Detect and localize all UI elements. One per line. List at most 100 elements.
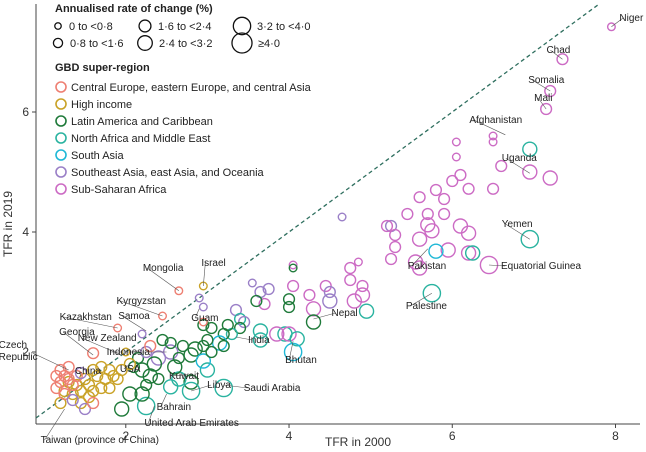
data-point	[540, 102, 553, 116]
annotation-label: United Arab Emirates	[144, 418, 239, 429]
annotation-label: Saudi Arabia	[244, 383, 301, 394]
data-point	[111, 372, 124, 386]
annotation-leader	[505, 223, 530, 240]
annotation-leader	[409, 292, 433, 307]
annotation-label: Palestine	[406, 301, 448, 312]
annotation-label: Czech Republic	[0, 340, 38, 363]
data-point	[174, 286, 184, 296]
annotation-label: Equatorial Guinea	[501, 261, 581, 272]
data-point	[103, 381, 116, 395]
reference-line	[35, 3, 600, 419]
data-point	[495, 159, 508, 173]
size-legend-symbol	[232, 16, 252, 36]
data-point	[421, 207, 434, 221]
data-point	[451, 137, 461, 147]
size-legend-label: 0 to <0·8	[69, 21, 113, 33]
data-point	[289, 331, 305, 347]
data-point	[152, 372, 165, 386]
color-legend-symbol	[55, 81, 67, 93]
data-point	[422, 283, 442, 303]
data-point	[62, 372, 75, 386]
data-point	[66, 393, 79, 407]
annotation-label: Mali	[534, 93, 552, 104]
color-legend-symbol	[55, 166, 67, 178]
size-legend-symbol	[52, 37, 64, 49]
y-tick-label: 4	[22, 225, 29, 239]
data-point	[198, 281, 208, 291]
annotation-leader	[611, 17, 624, 28]
annotation-leader	[172, 374, 188, 377]
data-point	[344, 261, 357, 275]
data-point	[262, 282, 275, 296]
data-point	[205, 345, 218, 359]
annotation-label: Indonesia	[107, 347, 151, 358]
data-point	[358, 303, 375, 319]
data-point	[520, 229, 540, 249]
annotation-label: New Zealand	[78, 333, 137, 344]
annotation-leader	[62, 331, 94, 356]
data-point	[322, 293, 338, 309]
data-point	[172, 351, 185, 365]
data-point	[479, 255, 499, 275]
annotation-leader	[78, 370, 82, 377]
data-point	[233, 321, 247, 335]
data-point	[54, 375, 67, 389]
annotation-label-line: Republic	[0, 352, 38, 363]
annotation-leader	[537, 97, 547, 110]
data-point	[195, 353, 212, 369]
data-point	[134, 362, 150, 378]
data-point	[353, 257, 363, 267]
data-point	[411, 260, 428, 276]
annotation-label: India	[248, 335, 270, 346]
legend: Annualised rate of change (%) 0 to <0·8 0·…	[52, 3, 312, 196]
y-tick-label: 6	[22, 105, 29, 119]
data-point	[50, 369, 63, 383]
data-point	[303, 288, 316, 302]
data-point	[74, 396, 87, 410]
data-point	[164, 336, 177, 350]
y-tick-label: 2	[22, 345, 29, 359]
data-point	[544, 84, 557, 98]
color-legend-label: Central Europe, eastern Europe, and cent…	[71, 82, 312, 94]
annotation-leader	[550, 49, 563, 60]
annotation-leader	[123, 363, 131, 370]
data-point	[488, 131, 498, 141]
data-point	[87, 363, 100, 377]
annotation-label: Somalia	[528, 75, 565, 86]
data-point	[122, 386, 138, 402]
data-point	[462, 182, 475, 195]
data-point	[323, 285, 336, 299]
annotation-leader	[44, 408, 65, 441]
annotation-leader	[313, 312, 336, 320]
data-point	[217, 339, 230, 353]
data-point	[50, 381, 63, 395]
data-point	[356, 279, 369, 293]
annotation-label: China	[75, 366, 102, 377]
data-point	[58, 387, 71, 401]
data-point	[488, 137, 498, 147]
data-point	[167, 359, 183, 375]
data-point	[198, 302, 208, 312]
annotation-label-line: Czech	[0, 340, 27, 351]
data-point	[214, 378, 234, 398]
y-axis-title: TFR in 2019	[1, 191, 15, 257]
annotation-leader	[411, 248, 429, 267]
annotation-leader	[63, 316, 118, 329]
data-point	[194, 293, 204, 303]
data-point	[247, 278, 257, 288]
annotation-leader	[488, 264, 506, 267]
data-point	[522, 164, 538, 180]
data-point	[452, 218, 469, 234]
x-tick-label: 4	[286, 429, 293, 443]
data-point	[87, 384, 100, 398]
size-legend-label: 0·8 to <1·6	[70, 38, 124, 50]
data-point	[389, 228, 402, 242]
data-point	[522, 141, 538, 157]
data-point	[460, 225, 477, 241]
data-point	[346, 293, 363, 309]
size-legend-label: 2·4 to <3·2	[159, 38, 213, 50]
annotation-label: Bhutan	[285, 355, 317, 366]
annotation-label: USA	[120, 364, 141, 375]
data-point	[205, 321, 218, 335]
data-point	[464, 245, 481, 261]
